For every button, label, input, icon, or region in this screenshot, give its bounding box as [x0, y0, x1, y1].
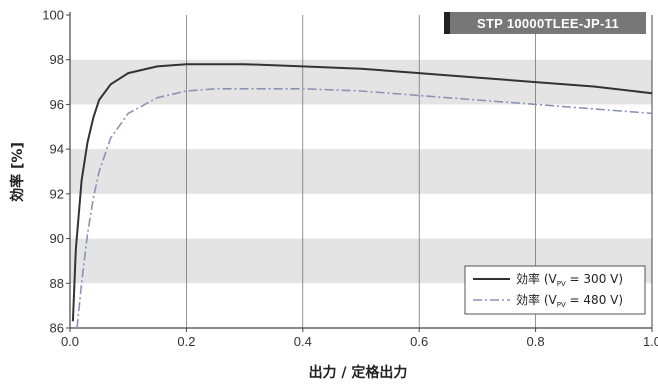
legend-label-300v-sub: PV — [557, 280, 566, 288]
background-band — [70, 59, 652, 105]
legend-label-300v-tail: = 300 V) — [566, 272, 623, 286]
model-label-box: STP 10000TLEE-JP-11 — [444, 12, 646, 34]
x-axis-title: 出力 / 定格出力 — [309, 364, 408, 381]
y-axis-title: 効率 [%] — [9, 142, 26, 202]
background-band — [70, 149, 652, 194]
model-label: STP 10000TLEE-JP-11 — [477, 16, 619, 31]
y-tick-label: 100 — [42, 8, 64, 23]
legend: 効率 (VPV = 300 V) 効率 (VPV = 480 V) — [464, 265, 646, 315]
x-tick-labels: 0.0 0.2 0.4 0.6 0.8 1.0 — [61, 328, 658, 349]
x-tick-label: 0.4 — [294, 334, 312, 349]
y-tick-label: 98 — [50, 52, 64, 67]
x-tick-label: 0.8 — [527, 334, 545, 349]
legend-label-480v-main: 効率 (V — [516, 292, 557, 307]
y-tick-label: 94 — [50, 142, 64, 157]
series-line-0 — [71, 63, 653, 322]
y-tick-labels: 86 88 90 92 94 96 98 100 — [42, 8, 70, 336]
legend-label-480v-sub: PV — [557, 301, 566, 309]
legend-label-480v-tail: = 480 V) — [566, 293, 623, 307]
legend-box — [464, 265, 646, 315]
y-tick-label: 88 — [50, 276, 64, 291]
axes — [69, 12, 653, 329]
series-lines — [71, 63, 653, 329]
legend-label-300v-main: 効率 (V — [516, 271, 557, 286]
model-label-background — [450, 12, 646, 34]
x-tick-label: 1.0 — [643, 334, 658, 349]
model-label-accent — [444, 12, 450, 34]
y-tick-label: 86 — [50, 321, 64, 336]
series-line-1 — [76, 88, 653, 329]
background-bands — [70, 59, 652, 284]
x-tick-label: 0.6 — [410, 334, 428, 349]
y-tick-label: 90 — [50, 231, 64, 246]
y-tick-label: 92 — [50, 186, 64, 201]
x-tick-label: 0.2 — [177, 334, 195, 349]
y-tick-label: 96 — [50, 97, 64, 112]
legend-label-480v: 効率 (VPV = 480 V) — [516, 292, 623, 309]
legend-label-300v: 効率 (VPV = 300 V) — [516, 271, 623, 288]
x-tick-label: 0.0 — [61, 334, 79, 349]
